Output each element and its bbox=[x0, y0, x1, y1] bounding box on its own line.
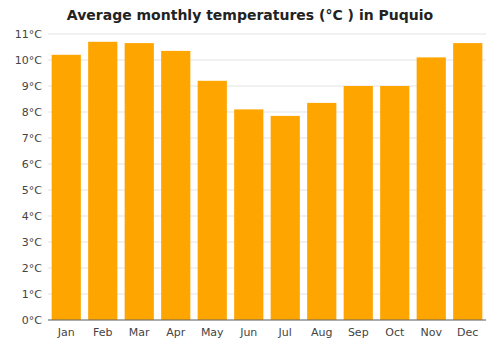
x-tick-label: Nov bbox=[421, 326, 443, 339]
y-tick-label: 9°C bbox=[22, 80, 42, 93]
y-axis: 0°C 1°C 2°C 3°C 4°C 5°C 6°C 7°C 8°C 9°C 10°C 11°C bbox=[15, 28, 42, 327]
x-tick-label: Jul bbox=[278, 326, 292, 339]
x-tick-label: Feb bbox=[93, 326, 112, 339]
y-tick-label: 10°C bbox=[15, 54, 42, 67]
y-tick-label: 7°C bbox=[22, 132, 42, 145]
bar bbox=[88, 42, 117, 320]
bar bbox=[307, 103, 336, 320]
bar bbox=[52, 55, 81, 320]
bar bbox=[380, 86, 409, 320]
x-tick-label: May bbox=[201, 326, 224, 339]
x-tick-label: Sep bbox=[348, 326, 369, 339]
x-tick-label: Jan bbox=[57, 326, 75, 339]
x-tick-label: Jun bbox=[239, 326, 257, 339]
bar bbox=[234, 109, 263, 320]
y-tick-label: 0°C bbox=[22, 314, 42, 327]
x-tick-label: Mar bbox=[129, 326, 150, 339]
bar bbox=[344, 86, 373, 320]
bar bbox=[125, 43, 154, 320]
y-tick-label: 2°C bbox=[22, 262, 42, 275]
bar bbox=[161, 51, 190, 320]
chart-container: Average monthly temperatures (°C ) in Pu… bbox=[0, 0, 500, 350]
x-axis: Jan Feb Mar Apr May Jun Jul Aug Sep Oct Nov Dec bbox=[57, 326, 479, 339]
grid bbox=[48, 34, 486, 320]
chart-title: Average monthly temperatures (°C ) in Pu… bbox=[67, 7, 434, 23]
y-tick-label: 3°C bbox=[22, 236, 42, 249]
x-axis-line bbox=[48, 320, 486, 321]
y-tick-label: 6°C bbox=[22, 158, 42, 171]
bar bbox=[417, 57, 446, 320]
grid-line bbox=[48, 34, 486, 35]
x-tick-label: Oct bbox=[385, 326, 405, 339]
y-tick-label: 8°C bbox=[22, 106, 42, 119]
bars bbox=[52, 42, 483, 320]
bar bbox=[453, 43, 482, 320]
bar bbox=[271, 116, 300, 320]
x-tick-label: Dec bbox=[457, 326, 478, 339]
grid-line bbox=[48, 320, 486, 321]
bar bbox=[198, 81, 227, 320]
y-tick-label: 1°C bbox=[22, 288, 42, 301]
y-tick-label: 4°C bbox=[22, 210, 42, 223]
chart-svg: Average monthly temperatures (°C ) in Pu… bbox=[0, 0, 500, 350]
x-tick-label: Apr bbox=[166, 326, 186, 339]
y-tick-label: 11°C bbox=[15, 28, 42, 41]
y-tick-label: 5°C bbox=[22, 184, 42, 197]
x-tick-label: Aug bbox=[311, 326, 332, 339]
